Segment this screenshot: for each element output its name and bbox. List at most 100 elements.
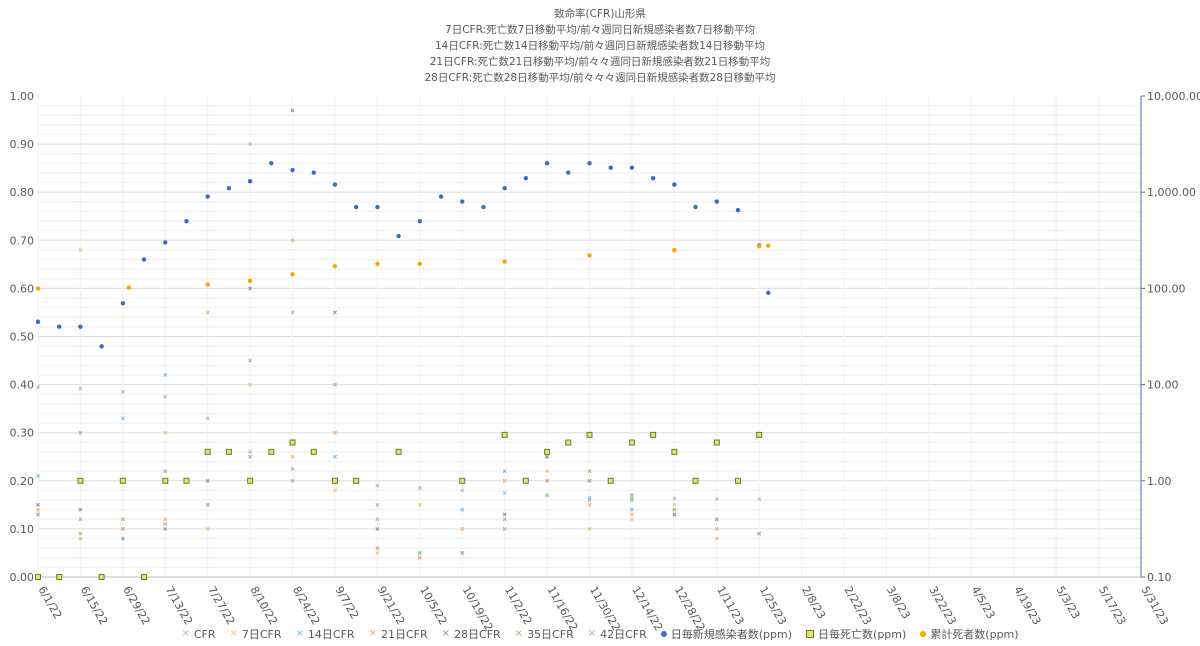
- data-point: [205, 526, 210, 531]
- data-point: [417, 261, 423, 267]
- data-point: [587, 526, 592, 531]
- data-point: [36, 507, 40, 512]
- y-tick-right: 10.00: [1147, 379, 1179, 392]
- data-point: [163, 522, 168, 527]
- series-28日CFR: [36, 108, 762, 555]
- y-tick-left: 0.40: [10, 379, 35, 392]
- data-point: [672, 507, 677, 512]
- x-tick-label: 6/15/22: [78, 584, 110, 627]
- data-point: [586, 431, 593, 438]
- data-point: [141, 574, 148, 580]
- data-point: [417, 502, 422, 507]
- legend-marker: [920, 631, 927, 637]
- x-tick-label: 8/24/22: [290, 584, 322, 627]
- data-point: [375, 546, 380, 551]
- data-point: [162, 477, 169, 484]
- data-point-stroke: [757, 531, 762, 536]
- y-tick-left: 0.10: [10, 523, 35, 536]
- data-point: [290, 454, 295, 459]
- data-point: [248, 382, 253, 387]
- data-point-stroke: [120, 517, 125, 522]
- data-point: [310, 448, 317, 455]
- data-point-stroke: [757, 497, 762, 502]
- data-point: [331, 477, 338, 484]
- data-point: [502, 186, 507, 191]
- data-point-stroke: [290, 238, 295, 243]
- data-point: [119, 477, 126, 484]
- data-point-stroke: [545, 493, 550, 498]
- data-point-stroke: [205, 478, 210, 483]
- data-point-stroke: [375, 483, 380, 488]
- data-point-stroke: [672, 502, 677, 507]
- data-point: [333, 454, 337, 459]
- data-point: [204, 448, 211, 455]
- data-point: [248, 286, 253, 291]
- data-point-stroke: [629, 517, 634, 522]
- data-point: [460, 507, 465, 512]
- data-point: [396, 233, 401, 239]
- data-point: [438, 194, 444, 199]
- data-point-stroke: [545, 454, 550, 459]
- data-point: [98, 574, 105, 580]
- data-point: [78, 507, 83, 512]
- x-tick-label: 10/5/22: [417, 584, 449, 627]
- data-point-stroke: [587, 502, 592, 507]
- title-line: 28日CFR:死亡数28日移動平均/前々々々週同日新規感染者数28日移動平均: [424, 72, 776, 84]
- data-point: [375, 502, 380, 507]
- x-tick-label: 3/8/23: [884, 584, 913, 621]
- data-point: [714, 517, 719, 522]
- legend-label: 35日CFR: [527, 628, 574, 641]
- data-point-stroke: [672, 507, 677, 512]
- data-point: [566, 170, 571, 175]
- data-point-stroke: [120, 526, 125, 531]
- data-point: [120, 416, 125, 421]
- x-tick-label: 9/7/22: [332, 584, 361, 621]
- y-axis-left: 0.00 0.10 0.20 0.30 0.40 0.50 0.60 0.70 0.80 0.90…: [10, 90, 35, 584]
- data-point-stroke: [163, 517, 168, 522]
- data-point-stroke: [460, 526, 465, 531]
- data-point: [629, 517, 634, 522]
- x-tick-label: 7/27/22: [205, 584, 237, 627]
- data-point-stroke: [714, 526, 719, 531]
- legend-marker: ×: [368, 628, 377, 639]
- data-point: [417, 555, 422, 560]
- data-point-stroke: [163, 522, 168, 527]
- data-point: [565, 439, 572, 446]
- data-point: [522, 477, 529, 484]
- y-tick-left: 0.00: [10, 571, 35, 584]
- data-point: [353, 204, 359, 210]
- data-point: [587, 253, 592, 258]
- y-tick-left: 0.30: [10, 427, 35, 440]
- data-point: [395, 448, 402, 455]
- y-tick-right: 1.00: [1147, 475, 1172, 488]
- data-point: [120, 301, 126, 306]
- data-point: [460, 199, 465, 204]
- x-tick-label: 4/5/23: [969, 584, 998, 621]
- legend-label: 42日CFR: [600, 628, 647, 641]
- data-point-stroke: [333, 382, 337, 387]
- data-point: [544, 161, 550, 166]
- data-point: [502, 490, 507, 495]
- data-point: [290, 272, 295, 277]
- data-point: [57, 324, 62, 329]
- data-point: [587, 502, 592, 507]
- y-tick-left: 0.50: [10, 331, 35, 344]
- data-point: [290, 108, 295, 113]
- legend-item: × 21日CFR: [369, 626, 428, 642]
- data-point-stroke: [587, 469, 592, 474]
- legend-marker: ×: [229, 628, 238, 639]
- series-日毎新規感染者数(ppm): [35, 161, 771, 349]
- data-point: [672, 247, 677, 253]
- data-point-stroke: [502, 469, 507, 474]
- legend-marker: [806, 630, 815, 638]
- data-point: [417, 218, 423, 224]
- legend-marker: ×: [181, 628, 190, 639]
- data-point: [78, 247, 83, 252]
- data-point: [56, 574, 63, 580]
- data-point: [375, 261, 380, 267]
- data-point: [77, 477, 84, 484]
- data-point-stroke: [290, 478, 295, 483]
- x-tick-label: 2/8/23: [799, 584, 828, 621]
- data-point: [163, 526, 168, 531]
